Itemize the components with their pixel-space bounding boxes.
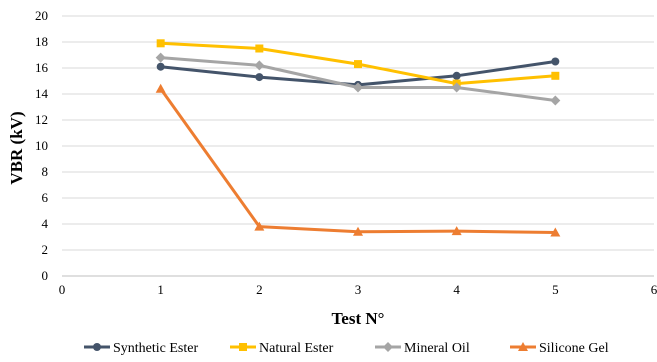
legend-item: Silicone Gel bbox=[510, 341, 609, 356]
x-tick-label: 0 bbox=[59, 282, 66, 297]
x-tick-labels: 0 1 2 3 4 5 6 bbox=[59, 282, 657, 297]
x-tick-label: 5 bbox=[552, 282, 559, 297]
y-tick-label: 16 bbox=[35, 60, 49, 75]
data-point bbox=[518, 342, 528, 351]
y-tick-label: 18 bbox=[35, 34, 48, 49]
data-point bbox=[156, 39, 165, 48]
y-tick-label: 14 bbox=[35, 86, 49, 101]
data-point bbox=[551, 71, 560, 80]
y-axis-title: VBR (kV) bbox=[7, 111, 26, 184]
legend: Synthetic Ester Natural Ester Mineral Oil S… bbox=[84, 341, 609, 356]
x-tick-label: 2 bbox=[256, 282, 263, 297]
data-point bbox=[254, 221, 265, 231]
data-point bbox=[353, 226, 363, 236]
data-point bbox=[354, 60, 362, 69]
x-tick-label: 1 bbox=[157, 282, 164, 297]
y-tick-label: 8 bbox=[42, 164, 49, 179]
data-point bbox=[550, 95, 561, 106]
legend-label: Silicone Gel bbox=[539, 341, 609, 356]
legend-label: Synthetic Ester bbox=[113, 341, 198, 356]
data-point bbox=[255, 73, 264, 82]
data-point bbox=[451, 82, 462, 93]
data-point bbox=[551, 57, 560, 66]
y-tick-labels: 0 2 4 6 8 10 12 14 16 18 20 bbox=[35, 8, 49, 283]
series-group bbox=[155, 39, 561, 237]
data-point bbox=[155, 52, 166, 63]
data-point bbox=[383, 342, 393, 352]
legend-label: Natural Ester bbox=[259, 341, 334, 356]
legend-item: Natural Ester bbox=[230, 341, 334, 356]
legend-item: Mineral Oil bbox=[375, 341, 470, 356]
legend-item: Synthetic Ester bbox=[84, 341, 198, 356]
y-tick-label: 4 bbox=[42, 216, 49, 231]
y-tick-label: 10 bbox=[35, 138, 48, 153]
data-point bbox=[353, 82, 363, 93]
x-tick-label: 3 bbox=[355, 282, 362, 297]
x-tick-label: 6 bbox=[651, 282, 657, 297]
y-tick-label: 12 bbox=[35, 112, 48, 127]
data-point bbox=[93, 343, 101, 351]
series-mineral-oil bbox=[155, 52, 561, 106]
y-tick-label: 2 bbox=[42, 242, 49, 257]
y-tick-label: 0 bbox=[42, 268, 49, 283]
x-axis-title: Test N° bbox=[332, 309, 385, 328]
data-point bbox=[239, 343, 247, 351]
data-point bbox=[550, 227, 561, 237]
series-line bbox=[159, 87, 556, 234]
grid-lines bbox=[62, 15, 654, 251]
data-point bbox=[452, 71, 461, 80]
data-point bbox=[451, 226, 462, 236]
data-point bbox=[255, 44, 264, 53]
x-tick-label: 4 bbox=[453, 282, 460, 297]
series-silicone-gel bbox=[155, 83, 561, 237]
y-tick-label: 6 bbox=[42, 190, 49, 205]
data-point bbox=[254, 60, 265, 71]
data-point bbox=[156, 62, 165, 71]
legend-label: Mineral Oil bbox=[404, 341, 470, 356]
data-point bbox=[155, 83, 166, 93]
y-tick-label: 20 bbox=[35, 8, 48, 23]
